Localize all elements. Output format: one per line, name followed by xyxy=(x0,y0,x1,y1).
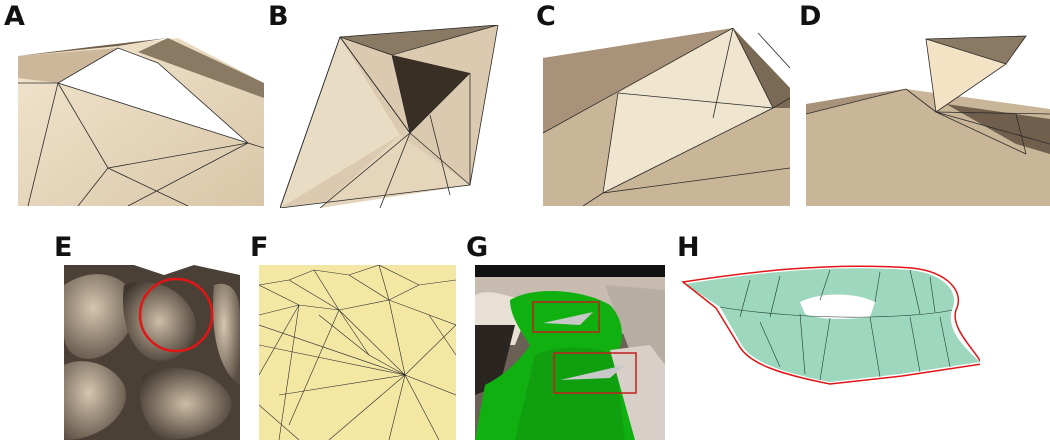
panel-label-c: C xyxy=(536,1,556,32)
red-outline xyxy=(681,265,980,385)
panel-label-g: G xyxy=(466,232,489,263)
panel-label-h: H xyxy=(677,232,700,263)
strip-outer xyxy=(685,268,980,382)
panel-g-green-surface xyxy=(475,265,665,440)
panel-label-d: D xyxy=(799,1,822,32)
red-box-2 xyxy=(553,352,637,394)
panel-f-wireframe xyxy=(259,265,456,440)
panel-b-flipped-face xyxy=(280,25,502,208)
panel-a-mesh-hole xyxy=(18,38,264,206)
panel-h-ring-strip xyxy=(680,262,980,387)
panel-label-b: B xyxy=(268,1,289,32)
panel-label-e: E xyxy=(54,232,73,263)
panel-d-spike xyxy=(806,34,1050,206)
panel-e-surface xyxy=(64,265,240,440)
panel-c-overlap xyxy=(543,28,790,206)
panel-label-f: F xyxy=(250,232,269,263)
red-box-1 xyxy=(532,301,600,333)
spike-face xyxy=(926,39,1006,112)
panel-label-a: A xyxy=(4,1,25,32)
hole xyxy=(58,48,248,143)
dark-face xyxy=(392,55,470,133)
highlight-circle xyxy=(138,277,214,353)
